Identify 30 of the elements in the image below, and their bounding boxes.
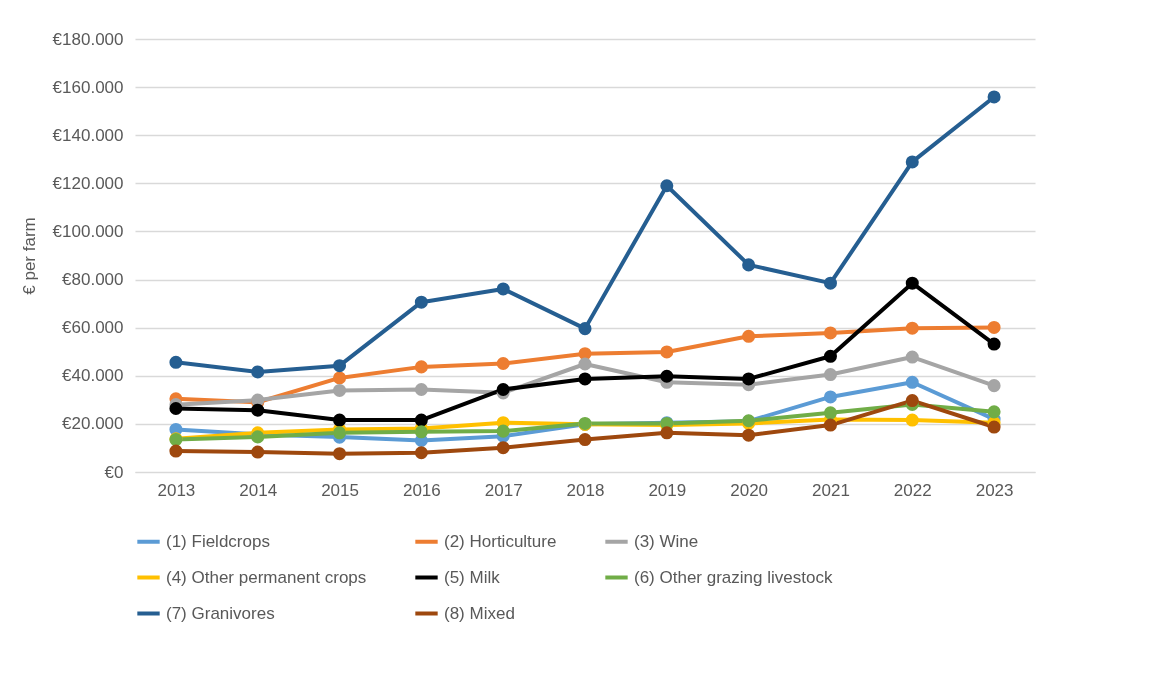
x-tick-label: 2016 — [402, 480, 441, 500]
y-tick-label: €60.000 — [62, 318, 124, 338]
y-tick-label: €20.000 — [62, 414, 124, 434]
y-tick-label: €120.000 — [52, 173, 124, 193]
legend-label: (2) Horticulture — [444, 531, 557, 551]
y-tick-label: €140.000 — [52, 125, 124, 145]
x-tick-label: 2014 — [239, 480, 278, 500]
x-tick-label: 2022 — [893, 480, 932, 500]
y-tick-label: €100.000 — [52, 221, 124, 241]
x-tick-label: 2023 — [975, 480, 1014, 500]
y-tick-label: €0 — [104, 462, 124, 482]
y-tick-label: €160.000 — [52, 77, 124, 97]
legend-label: (5) Milk — [444, 567, 501, 587]
legend-label: (1) Fieldcrops — [166, 531, 270, 551]
x-tick-label: 2021 — [812, 480, 850, 500]
y-axis-title: € per farm — [19, 217, 39, 295]
y-tick-label: €80.000 — [62, 270, 124, 290]
legend-label: (7) Granivores — [166, 603, 275, 623]
x-tick-label: 2018 — [566, 480, 605, 500]
legend-label: (8) Mixed — [444, 603, 515, 623]
legend-label: (3) Wine — [634, 531, 699, 551]
y-tick-label: €180.000 — [52, 29, 124, 49]
legend-label: (4) Other permanent crops — [166, 567, 367, 587]
legend-label: (6) Other grazing livestock — [634, 567, 833, 587]
x-tick-label: 2015 — [321, 480, 359, 500]
x-tick-label: 2013 — [157, 480, 196, 500]
y-tick-label: €40.000 — [62, 366, 124, 386]
x-tick-label: 2020 — [730, 480, 769, 500]
x-tick-label: 2017 — [484, 480, 523, 500]
x-tick-label: 2019 — [648, 480, 687, 500]
